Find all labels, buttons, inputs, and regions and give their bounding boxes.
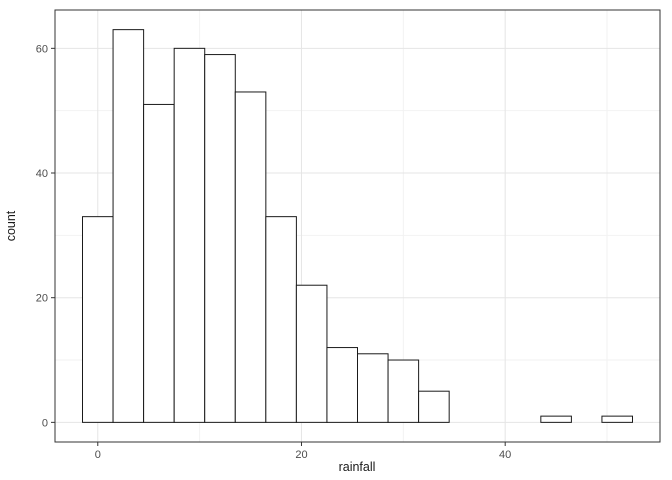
histogram-bar xyxy=(601,415,634,423)
histogram-bar xyxy=(540,415,572,423)
histogram-bar xyxy=(418,390,450,423)
histogram-bar xyxy=(112,29,145,423)
y-tick-label: 40 xyxy=(36,168,48,180)
x-tick-label: 0 xyxy=(95,449,101,461)
y-tick-label: 0 xyxy=(42,417,48,429)
x-tick-label: 20 xyxy=(295,449,307,461)
plot-render-layer: 0 20 40 0 20 40 60 xyxy=(36,9,661,461)
histogram-bar xyxy=(326,347,359,423)
y-tick-label: 60 xyxy=(36,43,48,55)
panel-border xyxy=(54,9,661,443)
histogram-bar xyxy=(387,359,420,423)
histogram-bar xyxy=(357,353,389,423)
histogram-bar xyxy=(82,216,114,423)
x-tick-label: 40 xyxy=(499,449,511,461)
histogram-bar xyxy=(143,103,175,423)
y-tick-label: 20 xyxy=(36,293,48,305)
y-axis-title: count xyxy=(4,210,18,241)
histogram-bar xyxy=(173,47,206,423)
histogram-bar xyxy=(234,91,267,423)
x-axis-title: rainfall xyxy=(339,460,376,474)
histogram-bar xyxy=(265,216,297,423)
histogram-bar xyxy=(295,284,328,423)
histogram-bar xyxy=(204,54,236,423)
